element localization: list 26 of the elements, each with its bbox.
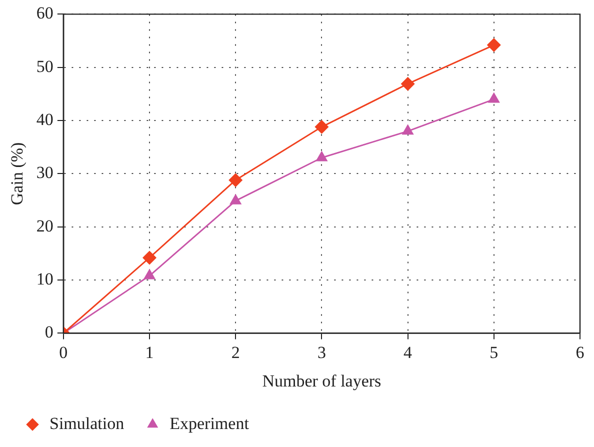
point [230, 194, 242, 204]
point [402, 124, 414, 135]
point [488, 92, 500, 103]
point [486, 38, 501, 52]
x-tick-label: 6 [576, 342, 584, 362]
x-tick-label: 4 [404, 342, 413, 362]
x-tick-label: 5 [490, 342, 498, 362]
y-tick-label: 30 [36, 163, 54, 182]
point [400, 76, 415, 91]
x-axis-title: Number of layers [262, 371, 382, 390]
x-tick-label: 0 [59, 342, 68, 362]
y-tick-label: 20 [36, 216, 54, 236]
y-tick-label: 10 [36, 270, 54, 288]
x-tick-label: 1 [145, 342, 154, 362]
x-tick-label: 3 [317, 342, 326, 362]
point [143, 268, 156, 280]
y-tick-label: 60 [36, 4, 54, 23]
x-tick-label: 2 [231, 342, 240, 362]
y-tick-label: 50 [36, 56, 54, 76]
y-tick-label: 40 [36, 110, 54, 129]
point [316, 150, 328, 162]
point [314, 120, 329, 134]
y-tick-label: 0 [44, 322, 54, 342]
y-axis-title: Gain (%) [8, 142, 27, 206]
legend-label: Experiment [170, 414, 250, 433]
legend-label: Simulation [50, 414, 125, 433]
